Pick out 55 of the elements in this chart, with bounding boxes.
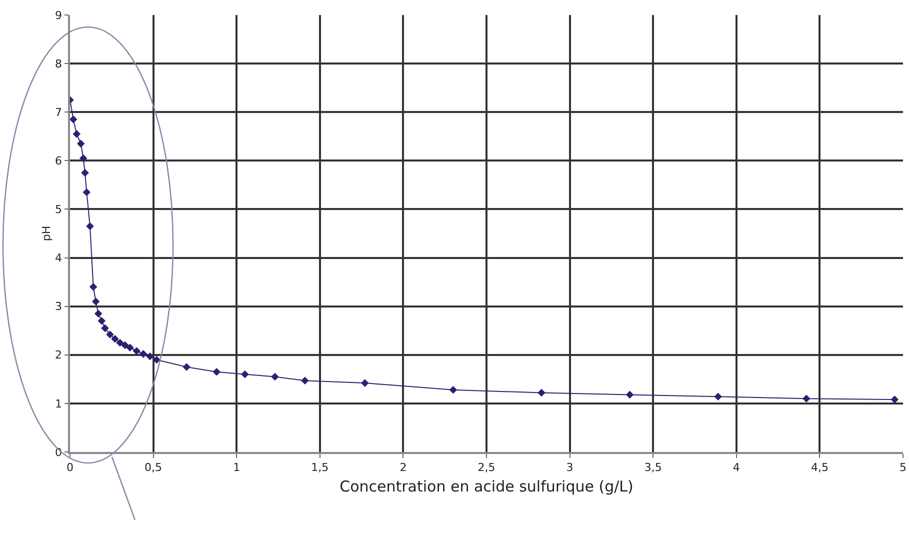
point bbox=[626, 390, 634, 399]
x-tick-label: 4,5 bbox=[810, 460, 828, 474]
x-tick-label: 5 bbox=[900, 460, 906, 474]
x-tick-label: 3 bbox=[566, 460, 574, 474]
x-tick-label: 0,5 bbox=[144, 460, 162, 474]
point bbox=[802, 394, 810, 402]
y-tick-label: 1 bbox=[55, 397, 62, 410]
point bbox=[116, 338, 124, 347]
point bbox=[146, 352, 154, 360]
y-tick-label: 6 bbox=[55, 154, 62, 168]
x-tick-label: 3,5 bbox=[644, 460, 662, 474]
y-tick-label: 9 bbox=[55, 8, 62, 22]
point bbox=[182, 363, 191, 371]
point bbox=[82, 188, 91, 196]
x-tick-label: 2,5 bbox=[478, 460, 496, 474]
x-tick-label: 1 bbox=[233, 460, 240, 474]
point bbox=[449, 386, 458, 394]
point bbox=[86, 222, 94, 230]
y-axis-title: pH bbox=[40, 226, 54, 242]
point bbox=[70, 115, 78, 124]
y-tick-label: 8 bbox=[55, 57, 62, 70]
point bbox=[212, 368, 221, 376]
x-tick-label: 2 bbox=[400, 460, 407, 474]
point bbox=[81, 168, 89, 177]
x-tick-label: 1,5 bbox=[311, 460, 329, 474]
point bbox=[92, 298, 100, 306]
point bbox=[890, 396, 899, 404]
point bbox=[98, 317, 106, 325]
point bbox=[72, 130, 81, 138]
point bbox=[152, 356, 161, 364]
point bbox=[76, 140, 85, 148]
x-axis-title: Concentration en acide sulfurique (g/L) bbox=[340, 477, 634, 496]
point bbox=[111, 334, 119, 343]
point bbox=[139, 350, 148, 358]
x-tick-label: 0 bbox=[66, 460, 74, 474]
y-tick-label: 5 bbox=[55, 203, 62, 216]
y-tick-label: 7 bbox=[55, 106, 62, 119]
y-tick-label: 2 bbox=[55, 348, 62, 362]
point bbox=[241, 370, 249, 378]
point bbox=[538, 388, 546, 397]
y-tick-label: 4 bbox=[55, 252, 62, 265]
point bbox=[360, 379, 369, 387]
point bbox=[301, 376, 309, 385]
point bbox=[101, 324, 109, 332]
point bbox=[714, 392, 722, 401]
point bbox=[126, 344, 134, 352]
point bbox=[89, 283, 98, 291]
point bbox=[132, 347, 141, 355]
point bbox=[79, 154, 88, 162]
point bbox=[271, 372, 279, 381]
x-tick-label: 4 bbox=[732, 460, 740, 474]
point bbox=[106, 330, 114, 338]
point bbox=[121, 341, 129, 350]
y-tick-label: 3 bbox=[55, 300, 62, 314]
point bbox=[94, 310, 102, 318]
